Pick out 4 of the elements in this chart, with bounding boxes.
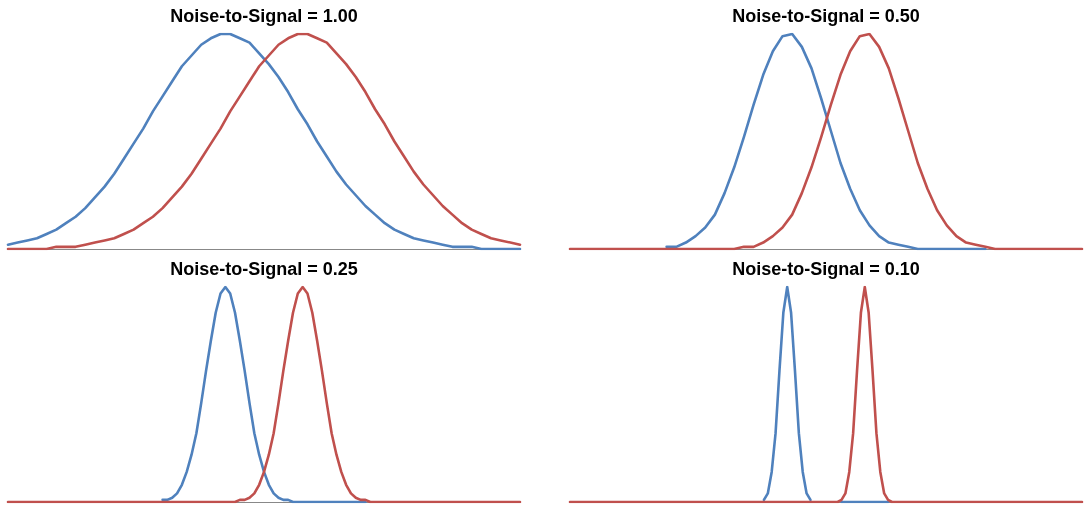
- chart-title: Noise-to-Signal = 0.25: [170, 259, 358, 279]
- chart-title: Noise-to-Signal = 1.00: [170, 6, 358, 26]
- chart-title: Noise-to-Signal = 0.10: [732, 259, 920, 279]
- chart-title: Noise-to-Signal = 0.50: [732, 6, 920, 26]
